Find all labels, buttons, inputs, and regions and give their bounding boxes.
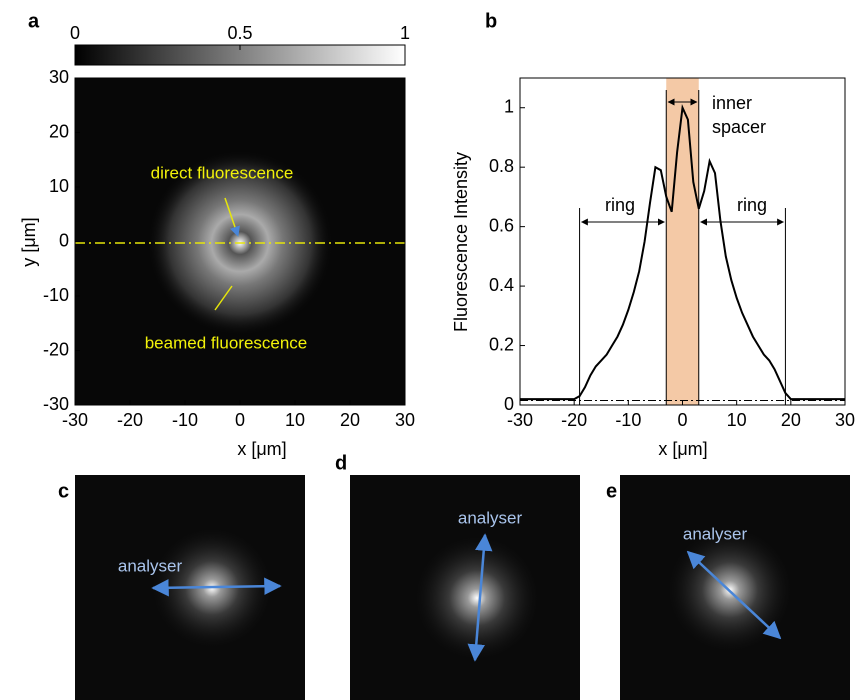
annotation: analyser [458,508,523,527]
x-axis-label: x [μm] [658,439,707,459]
y-tick-label: 10 [49,176,69,196]
colorbar-tick-label: 0.5 [227,23,252,43]
panel-label: a [28,10,40,32]
x-tick-label: -10 [615,410,641,430]
annotation: spacer [712,117,766,137]
y-tick-label: 0.6 [489,215,514,235]
inner-spacer-band [666,78,699,405]
analyser-arrow [686,550,782,640]
y-tick-label: 0.8 [489,156,514,176]
x-tick-label: 20 [781,410,801,430]
x-tick-label: 10 [727,410,747,430]
x-tick-label: 30 [395,410,415,430]
panel-label: b [485,10,497,32]
y-tick-label: 0.4 [489,275,514,295]
x-tick-label: -10 [172,410,198,430]
y-tick-label: 1 [504,96,514,116]
y-tick-label: 0 [59,230,69,250]
x-tick-label: 0 [235,410,245,430]
x-tick-label: 20 [340,410,360,430]
x-tick-label: -20 [117,410,143,430]
arrow [224,197,240,237]
colorbar-tick-label: 1 [400,23,410,43]
y-tick-label: 0.2 [489,334,514,354]
y-tick-label: -20 [43,339,69,359]
annotation: direct fluorescence [151,163,294,182]
panel-label: e [606,480,617,502]
annotation: analyser [683,524,748,543]
x-tick-label: 30 [835,410,855,430]
y-tick-label: 20 [49,121,69,141]
annotation: ring [737,195,767,215]
annotation: beamed fluorescence [145,333,308,352]
x-tick-label: -20 [561,410,587,430]
annotation: ring [605,195,635,215]
y-axis-label: Fluorescence Intensity [451,152,471,332]
annotation: inner [712,93,752,113]
x-tick-label: 10 [285,410,305,430]
panel-label: d [335,452,347,474]
annotation: analyser [118,556,183,575]
analyser-arrow [467,533,493,662]
x-tick-label: -30 [507,410,533,430]
y-tick-label: 0 [504,394,514,414]
y-tick-label: -30 [43,394,69,414]
y-tick-label: 30 [49,67,69,87]
arrow [214,285,233,311]
x-tick-label: -30 [62,410,88,430]
x-tick-label: 0 [677,410,687,430]
x-axis-label: x [μm] [237,439,286,459]
y-axis-label: y [μm] [19,217,39,266]
analyser-arrow [151,577,282,597]
colorbar-tick-label: 0 [70,23,80,43]
panel-label: c [58,480,69,502]
profile-line [520,104,845,401]
y-tick-label: -10 [43,285,69,305]
